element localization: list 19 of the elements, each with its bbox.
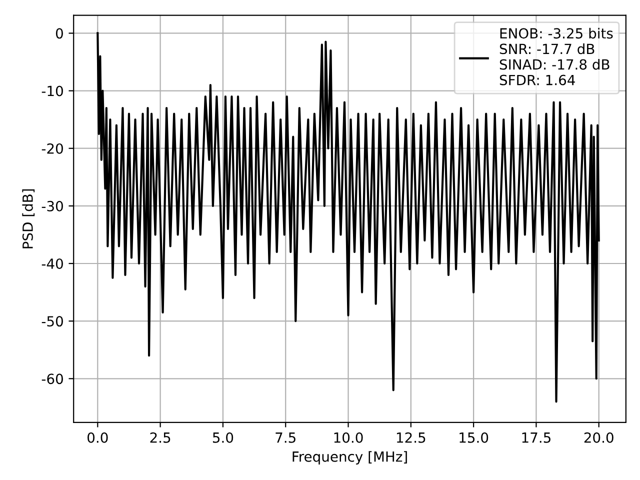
x-tick-label: 0.0 [88, 432, 108, 443]
y-tick-label: -10 [42, 86, 63, 96]
y-axis-title: PSD [dB] [22, 189, 35, 248]
y-tick-label: 0 [56, 28, 63, 39]
x-axis-title: Frequency [MHz] [292, 451, 407, 465]
y-tick-label: -20 [42, 143, 63, 154]
x-tick-label: 12.5 [396, 432, 426, 443]
x-tick-label: 10.0 [334, 432, 363, 443]
y-tick-label: -60 [42, 374, 63, 384]
y-tick-label: -30 [42, 200, 63, 212]
x-tick-label: 2.5 [150, 432, 170, 443]
x-tick-label: 20.0 [584, 432, 614, 443]
legend-label: ENOB: -3.25 bits SNR: -17.7 dB SINAD: -17.8 dB SFDR: 1.64 [500, 28, 613, 86]
x-tick-label: 5.0 [212, 432, 234, 443]
x-tick-label: 15.0 [460, 432, 488, 443]
y-tick-label: -50 [42, 316, 63, 327]
x-tick-label: 17.5 [522, 432, 550, 443]
x-tick-label: 7.5 [276, 432, 296, 443]
y-tick-label: -40 [42, 258, 63, 269]
